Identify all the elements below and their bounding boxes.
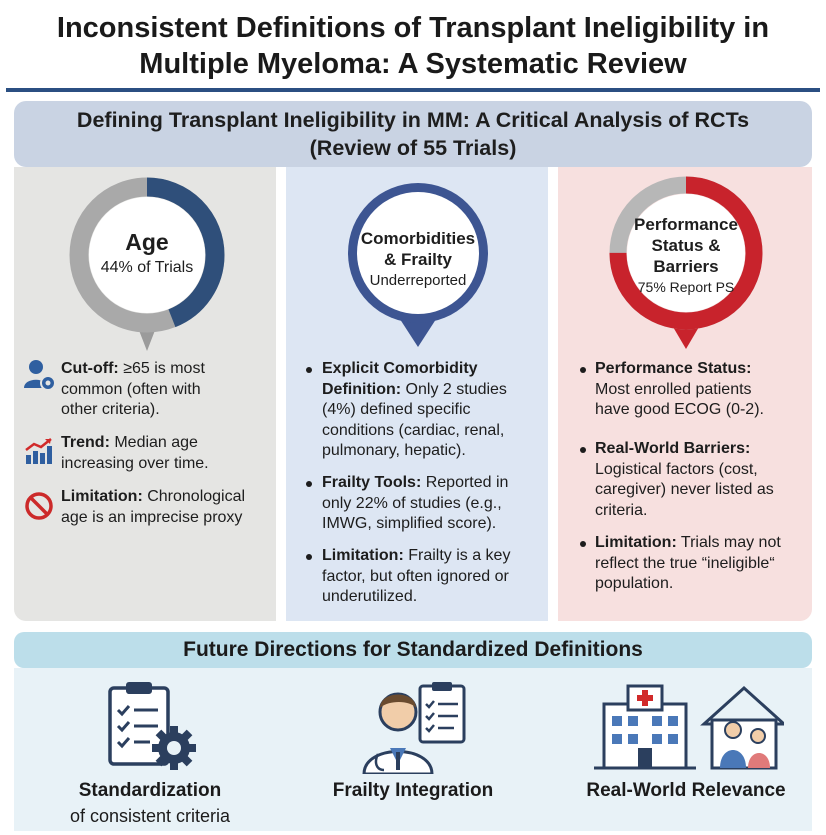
age-progress-arc — [69, 177, 225, 333]
comorbidities-item-explicit-line-3: (4%) defined specific — [322, 401, 471, 418]
performance-pin: Performance Status & Barriers 75% Report… — [606, 173, 766, 359]
comorbidities-pin-subtitle: Underreported — [369, 272, 467, 289]
performance-pin-title-line-1: Performance — [634, 215, 738, 234]
age-item-trend-label: Trend: — [61, 434, 110, 451]
comorbidities-column: Comorbidities & Frailty Underreported Ex… — [286, 167, 548, 621]
performance-item-limitation: Limitation: Trials may not reflect the t… — [595, 533, 809, 595]
future-directions-panel: Standardization of consistent criteria F… — [14, 668, 812, 831]
page-title: Inconsistent Definitions of Transplant I… — [0, 10, 826, 82]
age-pin-subtitle: 44% of Trials — [100, 259, 194, 276]
performance-pin-title-line-2: Status & — [651, 236, 721, 255]
comorbidities-item-frailty-tools: Frailty Tools: Reported in only 22% of s… — [322, 473, 542, 535]
section-banner-line-1: Defining Transplant Ineligibility in MM:… — [76, 108, 750, 132]
comorbidities-item-limitation-line-1: Frailty is a key — [403, 547, 511, 564]
performance-pin-graphic — [609, 176, 763, 349]
age-item-limitation-line-1: Chronological — [142, 488, 246, 505]
age-pin-graphic — [69, 177, 225, 351]
comorbidities-item-frailty-tools-line-2: only 22% of studies (e.g., — [322, 494, 502, 512]
performance-item-barriers-line-3: criteria. — [595, 501, 648, 519]
comorbidities-item-explicit: Explicit Comorbidity Definition: Only 2 … — [322, 359, 542, 462]
comorbidities-item-explicit-label: Explicit Comorbidity — [322, 360, 478, 377]
age-item-trend: Trend: Median age increasing over time. — [61, 433, 273, 474]
bullet-dot — [580, 367, 586, 373]
comorbidities-pin-title-line-2: & Frailty — [383, 250, 453, 269]
bullet-dot — [306, 367, 312, 373]
comorbidities-item-explicit-line-4: conditions (cardiac, renal, — [322, 421, 505, 439]
title-divider — [6, 88, 820, 92]
section-banner: Defining Transplant Ineligibility in MM:… — [14, 101, 812, 167]
age-item-cutoff-label: Cut-off: — [61, 360, 119, 377]
comorbidities-pin-title-line-1: Comorbidities — [360, 229, 476, 248]
bullet-dot — [580, 447, 586, 453]
age-item-cutoff-line-1: ≥65 is most — [118, 360, 205, 377]
age-item-trend-line-2: increasing over time. — [61, 454, 209, 472]
age-column: Age 44% of Trials Cut-off: ≥65 is most c… — [14, 167, 276, 621]
hospital-home-icon — [594, 684, 784, 770]
page-title-line-2: Multiple Myeloma: A Systematic Review — [139, 48, 687, 80]
age-pin-title: Age — [125, 229, 169, 255]
bullet-dot — [306, 554, 312, 560]
comorbidities-item-frailty-tools-label: Frailty Tools: — [322, 474, 422, 491]
performance-item-status: Performance Status: Most enrolled patien… — [595, 359, 809, 421]
performance-item-limitation-line-2: reflect the true “ineligible“ — [595, 554, 775, 572]
bullet-dot — [580, 541, 586, 547]
performance-item-barriers: Real-World Barriers: Logistical factors … — [595, 439, 809, 521]
doctor-clipboard-icon — [362, 682, 466, 774]
future-item-standardization-sub: of consistent criteria — [69, 806, 231, 826]
comorbidities-item-frailty-tools-line-1: Reported in — [421, 474, 509, 491]
comorbidities-item-explicit-line-2: Only 2 studies — [401, 380, 507, 398]
age-pin: Age 44% of Trials — [69, 177, 225, 365]
future-item-frailty-label: Frailty Integration — [332, 780, 494, 801]
comorbidities-item-limitation-label: Limitation: — [322, 547, 404, 564]
age-item-trend-line-1: Median age — [109, 434, 198, 451]
age-item-limitation-label: Limitation: — [61, 488, 143, 505]
comorbidities-item-explicit-line-5: pulmonary, hepatic). — [322, 442, 466, 459]
user-gear-icon — [24, 360, 56, 391]
performance-item-status-line-1: Most enrolled patients — [595, 380, 752, 398]
future-item-real-world-label: Real-World Relevance — [586, 780, 786, 801]
comorbidities-item-limitation-line-3: underutilized. — [322, 588, 418, 605]
age-item-limitation-line-2: age is an imprecise proxy — [61, 508, 243, 526]
age-item-cutoff: Cut-off: ≥65 is most common (often with … — [61, 359, 273, 421]
performance-pin-subtitle: 75% Report PS — [637, 279, 735, 295]
age-item-cutoff-line-3: other criteria). — [61, 401, 160, 418]
performance-item-limitation-line-3: population. — [595, 575, 674, 592]
performance-column: Performance Status & Barriers 75% Report… — [558, 167, 812, 621]
performance-item-status-line-2: have good ECOG (0-2). — [595, 401, 764, 418]
comorbidities-item-frailty-tools-line-3: IMWG, simplified score). — [322, 515, 497, 532]
checklist-gear-icon — [108, 682, 196, 770]
comorbidities-pin: Comorbidities & Frailty Underreported — [340, 175, 496, 355]
comorbidities-item-explicit-line-1: Definition: — [322, 380, 402, 398]
performance-progress-arc — [609, 176, 763, 330]
section-banner-line-2: (Review of 55 Trials) — [309, 136, 517, 160]
performance-item-limitation-label: Limitation: — [595, 534, 677, 551]
age-item-limitation: Limitation: Chronological age is an impr… — [61, 487, 275, 528]
performance-item-status-label: Performance Status: — [595, 360, 752, 377]
performance-item-limitation-line-1: Trials may not — [676, 534, 781, 551]
age-item-cutoff-line-2: common (often with — [61, 380, 201, 398]
comorbidities-pin-graphic — [348, 183, 488, 347]
future-item-standardization-label: Standardization — [78, 780, 222, 801]
bullet-dot — [306, 481, 312, 487]
future-directions-heading: Future Directions for Standardized Defin… — [14, 632, 812, 668]
performance-item-barriers-line-1: Logistical factors (cost, — [595, 460, 758, 478]
performance-item-barriers-label: Real-World Barriers: — [595, 440, 751, 457]
performance-item-barriers-line-2: caregiver) never listed as — [595, 481, 774, 498]
performance-pin-title-line-3: Barriers — [653, 257, 719, 276]
page-title-line-1: Inconsistent Definitions of Transplant I… — [56, 12, 770, 44]
prohibited-icon — [25, 492, 53, 520]
comorbidities-item-limitation: Limitation: Frailty is a key factor, but… — [322, 546, 542, 608]
comorbidities-item-limitation-line-2: factor, but often ignored or — [322, 567, 509, 585]
bar-chart-trend-icon — [25, 438, 52, 464]
